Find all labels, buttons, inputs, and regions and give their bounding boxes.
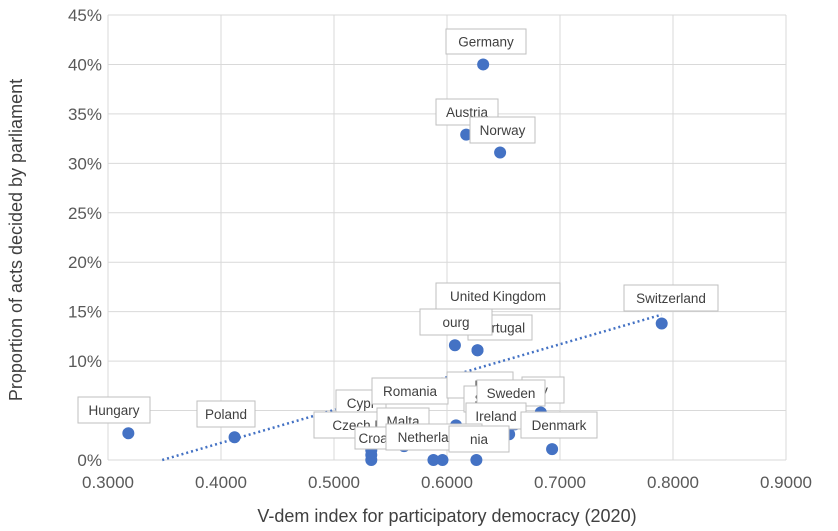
point-switzerland	[655, 317, 668, 330]
x-tick-labels: 0.3000 0.4000 0.5000 0.6000 0.7000 0.8000 0.90…	[82, 473, 812, 492]
point-label-text: Poland	[205, 407, 247, 422]
point-label-text: Norway	[480, 123, 526, 138]
point-austria	[460, 128, 473, 141]
y-tick-label: 0%	[77, 451, 102, 470]
point-label-box	[371, 377, 449, 405]
point-label: Sweden	[476, 379, 546, 407]
point-norway	[494, 146, 507, 159]
y-tick-label: 25%	[68, 204, 102, 223]
point-denmark	[546, 443, 559, 456]
point-label-text: Cypr	[347, 396, 376, 411]
point-label: ourg	[419, 308, 493, 336]
point-poland	[228, 431, 241, 444]
point-label-box	[435, 282, 561, 310]
point-label-text: Austria	[446, 105, 489, 120]
point-label-text: Croat	[358, 431, 391, 446]
point-label-text: Denmark	[532, 418, 587, 433]
x-tick-label: 0.7000	[534, 473, 586, 492]
point-label: Poland	[196, 400, 256, 428]
point-label: nia	[448, 425, 510, 453]
y-tick-label: 45%	[68, 6, 102, 25]
point-label-text: Hungary	[88, 403, 139, 418]
point-labels: Germany Austria Norway Switzerland United Ki…	[77, 28, 719, 453]
point-label-text: Germany	[458, 35, 514, 50]
point-label: Croat	[354, 426, 396, 450]
point-label: Switzerland	[623, 284, 719, 312]
y-axis-title: Proportion of acts decided by parliament	[6, 79, 26, 401]
y-tick-label: 15%	[68, 303, 102, 322]
point-label: Germany	[445, 28, 527, 55]
x-tick-label: 0.5000	[308, 473, 360, 492]
point-label-box	[77, 396, 151, 424]
y-tick-label: 20%	[68, 253, 102, 272]
point-label-box	[448, 425, 510, 453]
y-tick-label: 40%	[68, 55, 102, 74]
y-tick-label: 10%	[68, 352, 102, 371]
x-axis-title: V-dem index for participatory democracy …	[257, 506, 636, 526]
point-estonia	[436, 454, 449, 466]
point-label: Norway	[469, 116, 536, 144]
point-portugal	[448, 339, 461, 352]
point-label-box	[469, 116, 536, 144]
point-label-text: United Kingdom	[450, 289, 546, 304]
point-label: Hungary	[77, 396, 151, 424]
point-label-box	[520, 411, 598, 439]
point-label-box	[419, 308, 493, 336]
x-tick-label: 0.6000	[421, 473, 473, 492]
point-label-text: Ireland	[475, 409, 516, 424]
point-label: Romania	[371, 377, 449, 405]
point-netherlands	[427, 454, 440, 466]
point-label-text: Sweden	[487, 386, 536, 401]
y-tick-label: 30%	[68, 154, 102, 173]
point-hungary	[122, 427, 135, 440]
point-label: United Kingdom	[435, 282, 561, 310]
point-label-box	[445, 28, 527, 55]
point-lithuania	[470, 454, 483, 466]
point-luxembourg	[471, 344, 484, 357]
x-tick-label: 0.3000	[82, 473, 134, 492]
point-germany	[477, 58, 490, 71]
point-label-box	[196, 400, 256, 428]
point-label-box	[623, 284, 719, 312]
x-tick-label: 0.9000	[760, 473, 812, 492]
point-label-text: Romania	[383, 384, 438, 399]
point-label-text: Switzerland	[636, 291, 706, 306]
y-tick-label: 35%	[68, 105, 102, 124]
y-tick-labels: 0%5%10%15%20%25%30%35%40%45%	[68, 6, 102, 470]
point-croatia	[365, 449, 378, 462]
point-label: Denmark	[520, 411, 598, 439]
x-tick-label: 0.4000	[195, 473, 247, 492]
point-label-text: nia	[470, 432, 489, 447]
point-label-text: ourg	[442, 315, 469, 330]
x-tick-label: 0.8000	[647, 473, 699, 492]
